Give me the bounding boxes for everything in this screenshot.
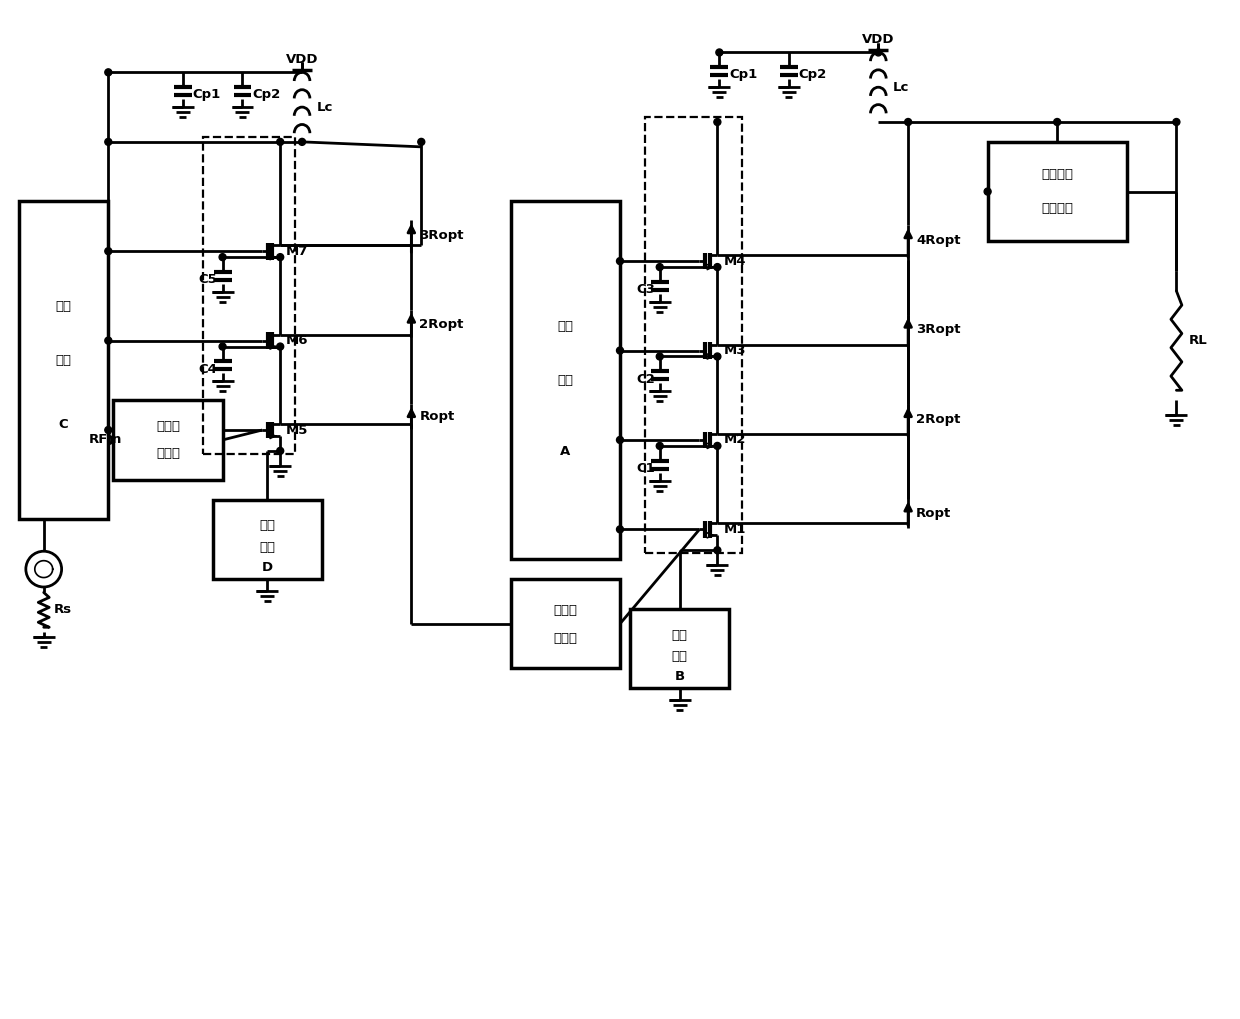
Text: 偏置: 偏置 bbox=[672, 629, 688, 642]
Circle shape bbox=[277, 254, 284, 261]
Text: 偏置: 偏置 bbox=[557, 320, 573, 333]
Text: 输出宽带: 输出宽带 bbox=[1042, 168, 1073, 181]
Text: Lc: Lc bbox=[317, 101, 334, 113]
Bar bbox=[511, 202, 620, 559]
Text: C4: C4 bbox=[198, 363, 217, 376]
Circle shape bbox=[219, 343, 226, 351]
Text: C: C bbox=[58, 418, 68, 431]
Bar bbox=[113, 400, 222, 480]
Text: M6: M6 bbox=[286, 334, 309, 347]
Circle shape bbox=[105, 139, 112, 146]
Text: 4Ropt: 4Ropt bbox=[916, 233, 961, 247]
Circle shape bbox=[1054, 118, 1060, 125]
Circle shape bbox=[905, 118, 911, 125]
Text: C1: C1 bbox=[636, 463, 655, 475]
Text: RL: RL bbox=[1188, 334, 1207, 347]
Text: Cp2: Cp2 bbox=[253, 88, 280, 101]
Circle shape bbox=[1173, 118, 1180, 125]
Text: B: B bbox=[675, 669, 684, 683]
Circle shape bbox=[219, 254, 226, 261]
Text: 配电路: 配电路 bbox=[156, 447, 180, 460]
Text: Ropt: Ropt bbox=[419, 410, 455, 423]
Text: 偏置: 偏置 bbox=[259, 520, 275, 532]
Circle shape bbox=[616, 526, 624, 533]
Text: M1: M1 bbox=[723, 523, 745, 536]
Circle shape bbox=[714, 264, 720, 271]
Text: Ropt: Ropt bbox=[916, 507, 951, 520]
Text: M2: M2 bbox=[723, 433, 745, 446]
Text: 匹配电路: 匹配电路 bbox=[1042, 202, 1073, 215]
Circle shape bbox=[875, 49, 882, 56]
Circle shape bbox=[616, 436, 624, 443]
Text: Cp1: Cp1 bbox=[729, 68, 758, 81]
Circle shape bbox=[299, 139, 305, 146]
Circle shape bbox=[105, 337, 112, 344]
Circle shape bbox=[105, 427, 112, 433]
Circle shape bbox=[418, 139, 425, 146]
Text: M7: M7 bbox=[286, 245, 309, 258]
Circle shape bbox=[715, 49, 723, 56]
Text: Rs: Rs bbox=[53, 603, 72, 616]
Text: A: A bbox=[560, 445, 570, 459]
Circle shape bbox=[714, 442, 720, 449]
Bar bbox=[19, 202, 108, 520]
Text: 偏置: 偏置 bbox=[56, 300, 72, 313]
Circle shape bbox=[105, 69, 112, 75]
Text: C5: C5 bbox=[198, 273, 217, 286]
Bar bbox=[202, 137, 295, 453]
Bar bbox=[987, 142, 1127, 242]
Text: 3Ropt: 3Ropt bbox=[916, 323, 961, 336]
Circle shape bbox=[656, 442, 663, 449]
Bar bbox=[212, 499, 322, 579]
Circle shape bbox=[985, 189, 991, 195]
Circle shape bbox=[616, 258, 624, 265]
Circle shape bbox=[277, 343, 284, 351]
Text: 级间匹: 级间匹 bbox=[553, 604, 578, 616]
Text: 输入匹: 输入匹 bbox=[156, 420, 180, 433]
Circle shape bbox=[714, 118, 720, 125]
Text: 电路: 电路 bbox=[557, 374, 573, 387]
Text: 配电路: 配电路 bbox=[553, 633, 578, 645]
Text: 电路: 电路 bbox=[56, 354, 72, 367]
Text: Cp2: Cp2 bbox=[799, 68, 827, 81]
Circle shape bbox=[277, 447, 284, 454]
Circle shape bbox=[656, 264, 663, 271]
Text: 3Ropt: 3Ropt bbox=[419, 229, 464, 242]
Bar bbox=[645, 117, 743, 553]
Text: Cp1: Cp1 bbox=[192, 88, 221, 101]
Bar bbox=[630, 609, 729, 689]
Text: C2: C2 bbox=[636, 373, 655, 386]
Text: M3: M3 bbox=[723, 344, 745, 357]
Text: 电路: 电路 bbox=[672, 650, 688, 663]
Text: D: D bbox=[262, 560, 273, 574]
Circle shape bbox=[714, 547, 720, 553]
Text: 2Ropt: 2Ropt bbox=[419, 318, 464, 331]
Text: 电路: 电路 bbox=[259, 541, 275, 553]
Bar bbox=[511, 579, 620, 668]
Text: M5: M5 bbox=[286, 424, 309, 436]
Text: Lc: Lc bbox=[893, 81, 910, 94]
Circle shape bbox=[714, 353, 720, 360]
Circle shape bbox=[616, 347, 624, 354]
Text: 2Ropt: 2Ropt bbox=[916, 413, 961, 426]
Text: M4: M4 bbox=[723, 255, 745, 268]
Circle shape bbox=[656, 353, 663, 360]
Text: VDD: VDD bbox=[285, 53, 319, 66]
Text: C3: C3 bbox=[636, 283, 655, 297]
Text: RFin: RFin bbox=[88, 433, 122, 446]
Circle shape bbox=[277, 139, 284, 146]
Text: VDD: VDD bbox=[862, 33, 894, 46]
Circle shape bbox=[105, 248, 112, 255]
